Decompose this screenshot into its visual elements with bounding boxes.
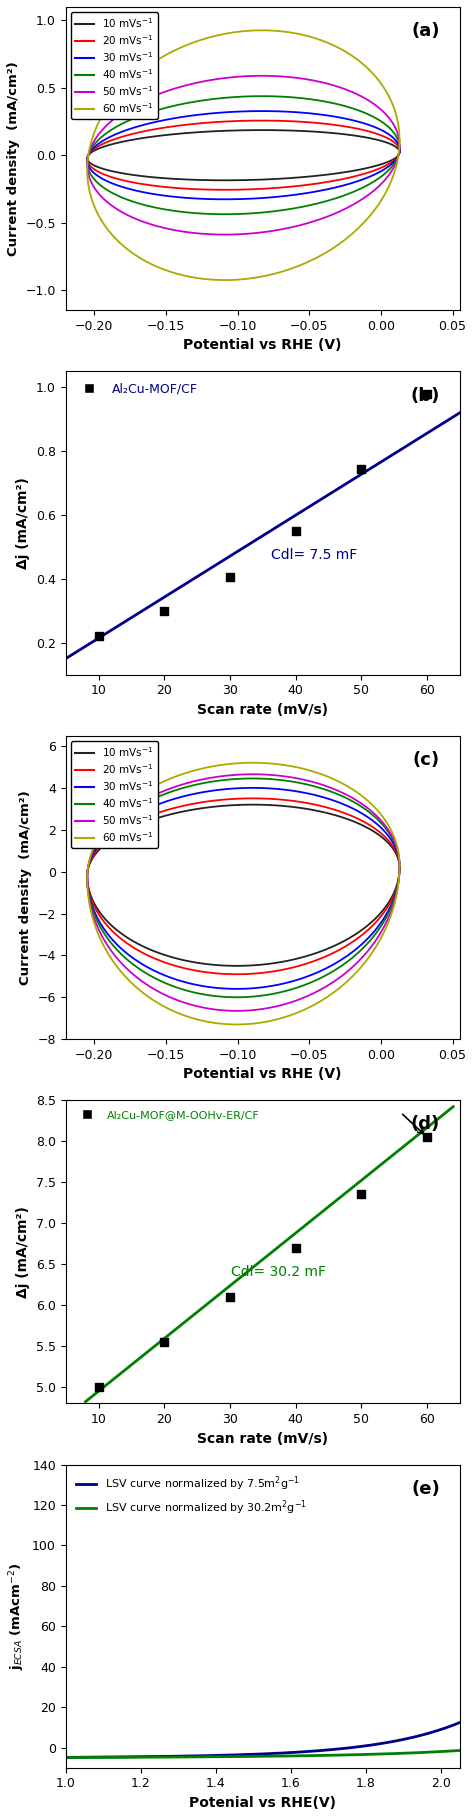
LSV curve normalized by 7.5m$^2$g$^{-1}$ xyxy=(241,1744,247,1766)
X-axis label: Potential vs RHE (V): Potential vs RHE (V) xyxy=(183,1067,342,1081)
LSV curve normalized by 30.2m$^2$g$^{-1}$ xyxy=(133,1746,138,1768)
Point xyxy=(160,1328,168,1357)
Point xyxy=(423,1123,431,1152)
X-axis label: Scan rate (mV/s): Scan rate (mV/s) xyxy=(197,703,328,718)
LSV curve normalized by 7.5m$^2$g$^{-1}$ xyxy=(133,1746,138,1768)
LSV curve normalized by 7.5m$^2$g$^{-1}$ xyxy=(63,1746,69,1768)
LSV curve normalized by 30.2m$^2$g$^{-1}$ xyxy=(241,1746,247,1768)
Line: LSV curve normalized by 7.5m$^2$g$^{-1}$: LSV curve normalized by 7.5m$^2$g$^{-1}$ xyxy=(66,1723,460,1757)
Text: (c): (c) xyxy=(413,750,440,769)
Point xyxy=(95,621,102,650)
Point xyxy=(292,1234,300,1263)
LSV curve normalized by 7.5m$^2$g$^{-1}$ xyxy=(164,1746,170,1768)
Point xyxy=(292,516,300,545)
Legend: 10 mVs$^{-1}$, 20 mVs$^{-1}$, 30 mVs$^{-1}$, 40 mVs$^{-1}$, 50 mVs$^{-1}$, 60 mV: 10 mVs$^{-1}$, 20 mVs$^{-1}$, 30 mVs$^{-… xyxy=(71,741,158,849)
Point xyxy=(226,563,234,592)
LSV curve normalized by 7.5m$^2$g$^{-1}$ xyxy=(295,1741,301,1762)
Y-axis label: Current density  (mA/cm²): Current density (mA/cm²) xyxy=(19,790,32,985)
LSV curve normalized by 7.5m$^2$g$^{-1}$ xyxy=(326,1739,332,1761)
Y-axis label: Δj (mA/cm²): Δj (mA/cm²) xyxy=(17,478,30,569)
LSV curve normalized by 7.5m$^2$g$^{-1}$ xyxy=(360,1735,365,1757)
LSV curve normalized by 7.5m$^2$g$^{-1}$ xyxy=(457,1712,463,1733)
Y-axis label: j$_{ECSA}$ (mAcm$^{-2}$): j$_{ECSA}$ (mAcm$^{-2}$) xyxy=(7,1563,27,1670)
Text: (a): (a) xyxy=(411,22,440,40)
Point xyxy=(160,596,168,625)
Point xyxy=(423,380,431,409)
LSV curve normalized by 30.2m$^2$g$^{-1}$ xyxy=(360,1744,365,1766)
X-axis label: Scan rate (mV/s): Scan rate (mV/s) xyxy=(197,1432,328,1446)
Text: (e): (e) xyxy=(411,1479,440,1497)
Y-axis label: Current density  (mA/cm²): Current density (mA/cm²) xyxy=(7,62,20,256)
Legend: Al₂Cu-MOF/CF: Al₂Cu-MOF/CF xyxy=(72,378,203,400)
LSV curve normalized by 30.2m$^2$g$^{-1}$ xyxy=(295,1744,301,1766)
Point xyxy=(357,454,365,483)
Legend: Al₂Cu-MOF@M-OOHv-ER/CF: Al₂Cu-MOF@M-OOHv-ER/CF xyxy=(71,1107,264,1125)
Point xyxy=(357,1179,365,1208)
LSV curve normalized by 30.2m$^2$g$^{-1}$ xyxy=(63,1746,69,1768)
Legend: 10 mVs$^{-1}$, 20 mVs$^{-1}$, 30 mVs$^{-1}$, 40 mVs$^{-1}$, 50 mVs$^{-1}$, 60 mV: 10 mVs$^{-1}$, 20 mVs$^{-1}$, 30 mVs$^{-… xyxy=(71,13,158,118)
LSV curve normalized by 30.2m$^2$g$^{-1}$ xyxy=(164,1746,170,1768)
Text: (b): (b) xyxy=(410,387,440,405)
LSV curve normalized by 30.2m$^2$g$^{-1}$ xyxy=(326,1744,332,1766)
Text: (d): (d) xyxy=(411,1116,440,1134)
Point xyxy=(226,1283,234,1312)
Legend: LSV curve normalized by 7.5m$^2$g$^{-1}$, LSV curve normalized by 30.2m$^2$g$^{-: LSV curve normalized by 7.5m$^2$g$^{-1}$… xyxy=(71,1470,311,1523)
X-axis label: Potenial vs RHE(V): Potenial vs RHE(V) xyxy=(189,1795,336,1810)
LSV curve normalized by 30.2m$^2$g$^{-1}$ xyxy=(457,1739,463,1761)
Text: Cdl= 30.2 mF: Cdl= 30.2 mF xyxy=(231,1265,326,1279)
Point xyxy=(95,1372,102,1401)
X-axis label: Potential vs RHE (V): Potential vs RHE (V) xyxy=(183,338,342,352)
Y-axis label: Δj (mA/cm²): Δj (mA/cm²) xyxy=(17,1206,30,1297)
Text: Cdl= 7.5 mF: Cdl= 7.5 mF xyxy=(271,549,357,561)
Line: LSV curve normalized by 30.2m$^2$g$^{-1}$: LSV curve normalized by 30.2m$^2$g$^{-1}… xyxy=(66,1750,460,1757)
